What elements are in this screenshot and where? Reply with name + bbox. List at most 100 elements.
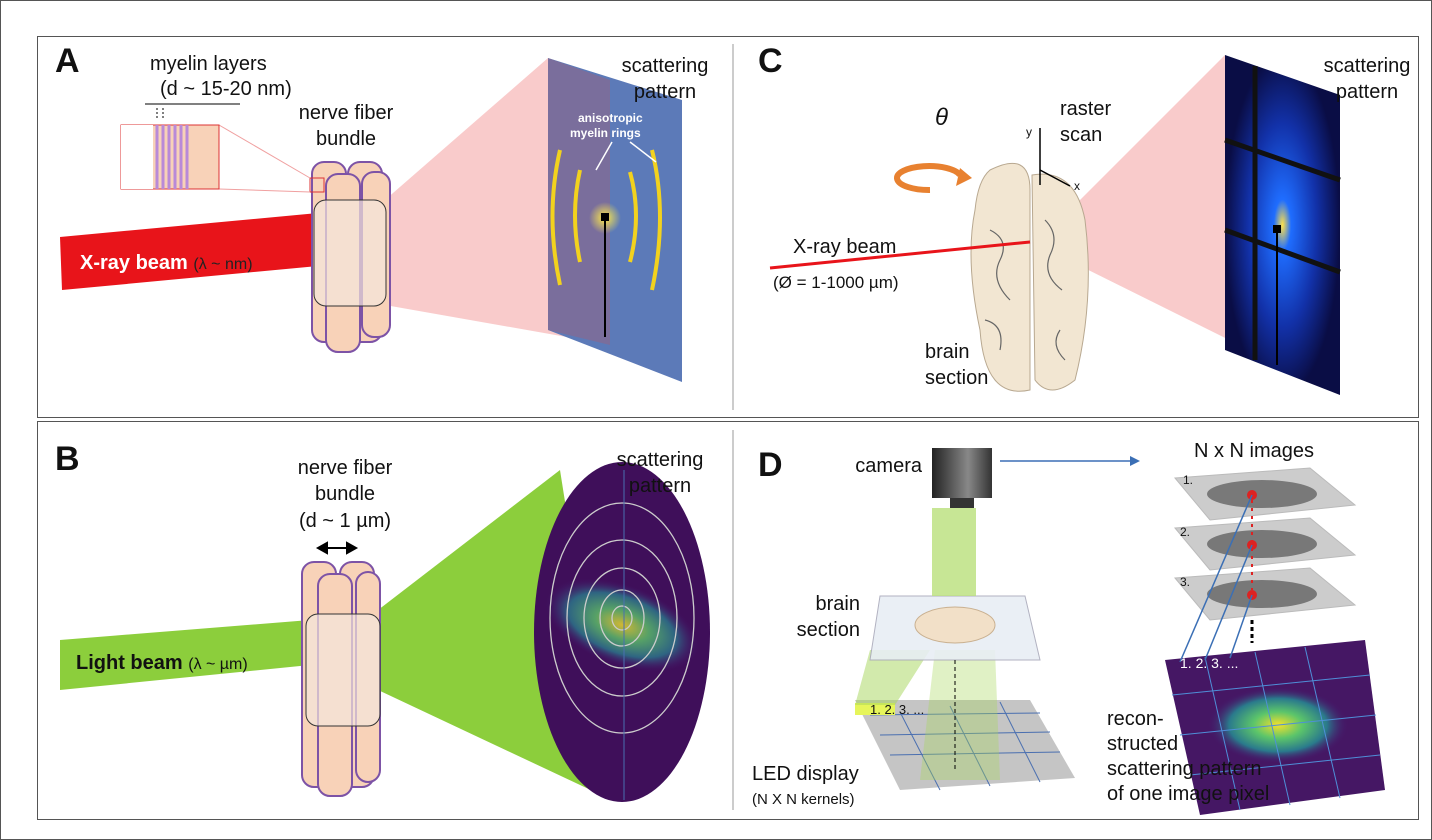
pattern-label: scattering — [622, 55, 709, 77]
pattern-label: scattering — [1324, 55, 1411, 77]
ring-arrows-part — [629, 141, 657, 163]
light-beam — [60, 620, 310, 690]
led-grid-part — [949, 705, 991, 787]
brain-tissue — [914, 606, 996, 644]
pattern-label: pattern — [629, 475, 691, 497]
light-path — [920, 650, 1000, 780]
stack-index: 1. — [1183, 473, 1193, 487]
scatter-rings-part — [583, 567, 661, 669]
panel-a: anisotropic myelin rings A myelin layers… — [55, 42, 708, 382]
grid-steps: 1. 2. 3. ... — [1180, 655, 1238, 671]
brain-section-part — [970, 162, 1031, 392]
images-label: N x N images — [1194, 440, 1314, 462]
beam-stop — [601, 213, 609, 221]
scatter-rings-part — [599, 589, 645, 647]
brain-folds — [984, 219, 1066, 361]
zoom-lines — [218, 124, 311, 193]
beam-note: (Ø = 1-1000 µm) — [773, 273, 899, 292]
scatter-rings-part — [611, 605, 633, 631]
beam-note: (λ ~ nm) — [193, 256, 252, 273]
myelin-rings-part — [573, 169, 582, 263]
brain-section-part — [1031, 173, 1089, 391]
rotation-arrowhead — [956, 168, 972, 186]
pattern-label: pattern — [634, 81, 696, 103]
mapping-lines-part — [1204, 544, 1253, 661]
recon-label: structed — [1107, 733, 1178, 755]
brain-folds-part — [989, 229, 1011, 301]
panel-label: C — [758, 42, 783, 80]
bundle-label: bundle — [315, 483, 375, 505]
camera-body — [932, 448, 992, 498]
recon-label: of one image pixel — [1107, 783, 1269, 805]
section-label: section — [925, 367, 988, 389]
recon-gridlines-part — [1189, 754, 1381, 776]
bundle-label: bundle — [316, 128, 376, 150]
bundle-label: nerve fiber — [298, 457, 393, 479]
led-grid-part — [999, 701, 1041, 783]
detector-gaps-part — [1224, 137, 1341, 183]
cone-overlay — [548, 58, 610, 345]
scatter-rings-part — [566, 539, 678, 697]
detector-screen — [1225, 55, 1340, 395]
diameter-label: (d ~ 1 µm) — [299, 510, 391, 532]
bundle-label: nerve fiber — [299, 102, 394, 124]
beam-volume — [313, 199, 387, 307]
beam-name: Light beam — [76, 652, 183, 674]
stack-index: 2. — [1180, 525, 1190, 539]
scatter-rings — [549, 502, 695, 734]
mapping-lines-part — [1229, 594, 1253, 659]
scatter-band — [545, 578, 699, 672]
led-grid-part — [899, 711, 941, 791]
spacing-marker — [145, 103, 240, 120]
diameter-arrow-part — [346, 541, 359, 555]
detector-gaps-part — [1224, 227, 1341, 275]
section-label: section — [797, 619, 860, 641]
beam-label: X-ray beam — [793, 236, 896, 258]
section-label: brain — [816, 593, 860, 615]
xray-beam — [60, 213, 318, 290]
led-grid — [869, 701, 1061, 791]
myelin-stripes — [155, 125, 189, 189]
scan-axes-part — [1039, 169, 1071, 187]
beam-name: X-ray beam — [80, 252, 188, 274]
brain-section — [970, 162, 1089, 392]
beam-note: (λ ~ µm) — [188, 656, 247, 673]
recon-gridlines — [1171, 646, 1381, 811]
recon-label: recon- — [1107, 708, 1164, 730]
flow-arrowhead — [1130, 456, 1140, 466]
axis-label: y — [1026, 125, 1032, 139]
recon-gridlines-part — [1254, 651, 1291, 806]
led-note: (N X N kernels) — [752, 791, 855, 808]
camera-label: camera — [855, 455, 923, 477]
led-grid-part — [889, 751, 1061, 756]
recon-gridlines-part — [1304, 646, 1341, 799]
zoom-box — [309, 177, 325, 193]
brain-folds-part — [1044, 219, 1063, 291]
pattern-label: scattering — [617, 449, 704, 471]
myelin-rings — [550, 149, 662, 291]
beam-label: X-ray beam (λ ~ nm) — [80, 252, 253, 274]
beam-label: Light beam (λ ~ µm) — [76, 652, 248, 674]
panel-label: D — [758, 446, 783, 484]
scan-label: scan — [1060, 124, 1102, 146]
ring-arrows — [595, 141, 657, 171]
recon-label: scattering pattern — [1107, 758, 1262, 780]
panel-d: D camera N x N images 1. 2. 3. brain sec… — [752, 440, 1385, 815]
detector-gaps — [1224, 66, 1341, 360]
stack-brains-part — [1207, 480, 1317, 508]
kernel-steps: 1. 2. 3. ... — [870, 702, 924, 717]
led-grid-part — [879, 731, 1051, 736]
panel-label: A — [55, 42, 80, 80]
bottom-frame — [37, 421, 1419, 820]
rings-label: anisotropic — [578, 111, 643, 125]
stack-index: 3. — [1180, 575, 1190, 589]
recon-gridlines-part — [1179, 714, 1377, 736]
led-grid-part — [869, 712, 1041, 716]
myelin-label: (d ~ 15-20 nm) — [160, 78, 292, 100]
mapping-lines-part — [1179, 494, 1253, 663]
myelin-rings-part — [650, 149, 662, 291]
panel-label: B — [55, 440, 80, 478]
scan-label: raster — [1060, 98, 1111, 120]
rings-label: myelin rings — [570, 126, 641, 140]
